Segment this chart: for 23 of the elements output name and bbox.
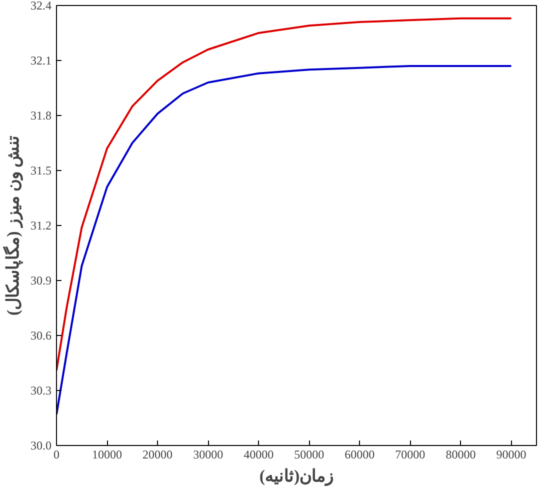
x-tick-label: 90000 bbox=[496, 448, 526, 462]
y-tick-label: 31.8 bbox=[30, 108, 52, 122]
x-tick-label: 50000 bbox=[294, 448, 324, 462]
y-tick-label: 30.3 bbox=[30, 384, 52, 398]
x-tick-label: 20000 bbox=[142, 448, 173, 462]
x-tick-label: 0 bbox=[54, 448, 60, 462]
y-tick-label: 30.9 bbox=[30, 274, 52, 288]
y-axis-title: تنش ون میزز (مگاپاسکال) bbox=[2, 135, 24, 316]
line-series bbox=[56, 17, 512, 372]
y-tick-label: 32.1 bbox=[30, 54, 52, 68]
x-tick-label: 40000 bbox=[244, 448, 274, 462]
y-tick-label: 31.5 bbox=[30, 164, 52, 178]
y-tick-label: 30.6 bbox=[30, 328, 52, 342]
line-series bbox=[56, 65, 512, 416]
y-tick-label: 31.2 bbox=[30, 218, 52, 232]
y-tick-label: 30.0 bbox=[30, 438, 52, 452]
x-tick-label: 60000 bbox=[344, 448, 375, 462]
x-tick-label: 10000 bbox=[92, 448, 122, 462]
x-tick-label: 30000 bbox=[193, 448, 224, 462]
x-axis-title: زمان(ثانیه) bbox=[259, 466, 334, 486]
x-tick-label: 80000 bbox=[446, 448, 476, 462]
y-tick-label: 32.4 bbox=[30, 0, 52, 12]
x-tick-label: 70000 bbox=[395, 448, 426, 462]
